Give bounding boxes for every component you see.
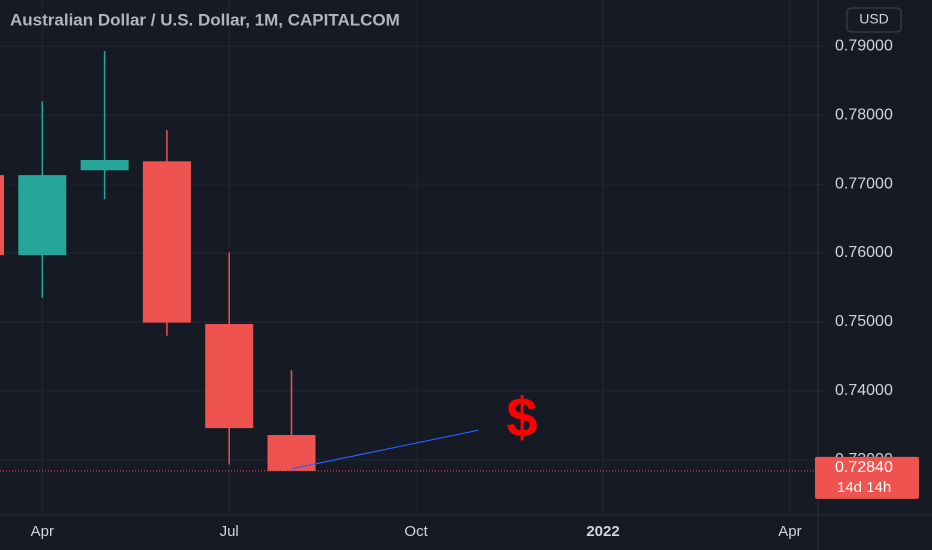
grid [0, 0, 818, 515]
y-tick-label: 0.77000 [835, 175, 893, 192]
y-tick-label: 0.78000 [835, 106, 893, 123]
last-price-box [815, 456, 919, 499]
countdown-label: 14d 14h [837, 479, 891, 496]
x-tick-label: Apr [778, 523, 801, 540]
chart-title: Australian Dollar / U.S. Dollar, 1M, CAP… [10, 10, 400, 29]
y-tick-label: 0.79000 [835, 37, 893, 54]
trend-line [291, 429, 479, 470]
candle-body [142, 161, 191, 323]
currency-label[interactable]: USD [859, 11, 889, 27]
x-tick-label: Oct [404, 523, 428, 540]
plot-area: $ [0, 51, 818, 472]
y-tick-label: 0.75000 [835, 313, 893, 330]
candle-body [205, 324, 254, 429]
x-tick-label: 2022 [586, 523, 619, 540]
last-price-label: 0.72840 [835, 459, 893, 476]
y-tick-label: 0.74000 [835, 382, 893, 399]
currency-button[interactable] [846, 7, 902, 33]
y-tick-label: 0.76000 [835, 244, 893, 261]
x-tick-label: Jul [220, 523, 239, 540]
candle-body [0, 175, 4, 256]
annotation: $ [506, 386, 537, 449]
axes: 0.730000.740000.750000.760000.770000.780… [31, 37, 919, 540]
candle-body [18, 175, 67, 256]
x-tick-label: Apr [31, 523, 54, 540]
candle-body [80, 159, 129, 171]
